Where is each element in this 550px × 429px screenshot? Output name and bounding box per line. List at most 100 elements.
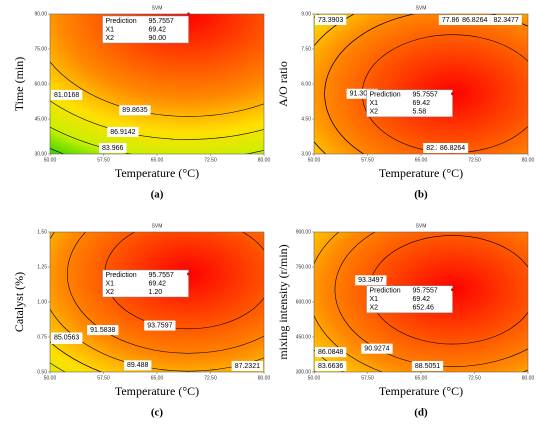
- contour-label-bg: [119, 105, 151, 116]
- contour-label-bg: [51, 90, 83, 101]
- x-axis-label: Temperature (°C): [379, 166, 463, 180]
- prediction-label: X2: [106, 289, 115, 296]
- x-tick-label: 50.00: [44, 157, 57, 163]
- prediction-label: X2: [370, 109, 379, 116]
- panel-caption: (d): [414, 407, 428, 419]
- contour-label-bg: [315, 361, 347, 371]
- prediction-box: [102, 15, 189, 44]
- chart-title: SVM: [152, 223, 163, 229]
- contour-label: 86.8264: [440, 145, 465, 152]
- contour-label-bg: [459, 15, 491, 25]
- x-tick-label: 50.00: [308, 157, 321, 163]
- prediction-label: Prediction: [106, 272, 137, 279]
- contour-label: 91.5838: [90, 327, 115, 334]
- x-tick-label: 72.50: [468, 375, 481, 381]
- prediction-value: 69.42: [149, 26, 167, 33]
- y-tick-label: 30.00: [34, 151, 47, 157]
- x-tick-label: 72.50: [204, 157, 217, 163]
- y-tick-label: 9.00: [301, 11, 311, 17]
- prediction-value: 95.7557: [149, 272, 174, 279]
- contour-label-bg: [411, 361, 444, 371]
- contour-label: 81.0168: [54, 92, 79, 99]
- x-tick-label: 80.00: [258, 157, 271, 163]
- contour-label: 82.3477: [493, 17, 518, 24]
- y-tick-label: 300.00: [296, 369, 312, 375]
- x-axis-label: Temperature (°C): [115, 166, 199, 180]
- y-tick-label: 45.00: [34, 116, 47, 122]
- prediction-label: Prediction: [370, 288, 401, 295]
- y-tick-label: 0.50: [37, 369, 47, 375]
- prediction-point: [451, 288, 455, 292]
- y-tick-label: 4.50: [301, 116, 311, 122]
- x-tick-label: 65.00: [415, 157, 428, 163]
- prediction-label: X2: [370, 305, 379, 312]
- contour-label-bg: [87, 325, 119, 336]
- prediction-value: 69.42: [149, 280, 167, 287]
- contour-label: 73.3903: [318, 17, 343, 24]
- x-tick-label: 57.50: [361, 157, 374, 163]
- contour-label: 77.869: [442, 17, 464, 24]
- contour-label: 83.966: [102, 145, 124, 152]
- y-tick-label: 600.00: [296, 299, 312, 305]
- prediction-point: [451, 92, 455, 96]
- prediction-label: Prediction: [106, 18, 137, 25]
- x-tick-label: 65.00: [415, 375, 428, 381]
- panel-caption: (c): [151, 407, 164, 419]
- contour-label-bg: [355, 275, 387, 286]
- contour-label: 90.9274: [364, 346, 389, 353]
- panel-caption: (a): [151, 189, 164, 201]
- contour-line: [50, 61, 264, 117]
- x-axis-label: Temperature (°C): [379, 384, 463, 398]
- chart-title: SVM: [416, 223, 427, 229]
- y-tick-label: 1.50: [37, 229, 47, 235]
- x-axis-label: Temperature (°C): [115, 384, 199, 398]
- prediction-label: X1: [370, 296, 379, 303]
- prediction-value: 69.42: [413, 100, 431, 107]
- contour-line: [50, 100, 264, 140]
- y-tick-label: 750.00: [296, 264, 312, 270]
- response-surface: [314, 14, 528, 154]
- contour-line: [324, 14, 528, 154]
- x-tick-label: 80.00: [522, 157, 535, 163]
- y-axis-label: A/O ratio: [276, 61, 290, 107]
- prediction-value: 90.00: [149, 35, 167, 42]
- contour-line: [67, 232, 264, 354]
- contour-label: 88.5051: [415, 363, 440, 370]
- panel-caption: (b): [414, 189, 428, 201]
- prediction-value: 95.7557: [413, 288, 438, 295]
- contour-label: 83.6636: [318, 363, 343, 370]
- contour-label: 86.9142: [110, 129, 135, 136]
- contour-label-bg: [99, 143, 127, 153]
- y-axis-label: Catalyst (%): [12, 272, 26, 332]
- contour-label: 87.2321: [235, 363, 260, 370]
- y-tick-label: 1.25: [37, 264, 47, 270]
- contour-label-bg: [315, 347, 347, 358]
- prediction-label: X1: [106, 280, 115, 287]
- x-tick-label: 57.50: [97, 375, 110, 381]
- contour-label-bg: [361, 343, 393, 354]
- x-tick-label: 50.00: [44, 375, 57, 381]
- x-tick-label: 80.00: [258, 375, 271, 381]
- y-axis-label: Time (min): [12, 57, 26, 112]
- y-tick-label: 900.00: [296, 229, 312, 235]
- prediction-box: [366, 89, 453, 118]
- prediction-label: X1: [106, 26, 115, 33]
- prediction-value: 5.58: [413, 109, 427, 116]
- contour-line: [334, 232, 528, 367]
- prediction-label: Prediction: [370, 92, 401, 99]
- x-tick-label: 80.00: [522, 375, 535, 381]
- prediction-value: 652.46: [413, 305, 435, 312]
- contour-label-bg: [231, 361, 263, 371]
- contour-label: 93.3497: [358, 277, 383, 284]
- response-surface: [50, 232, 264, 372]
- contour-label-bg: [436, 143, 469, 153]
- contour-label: 89.488: [127, 362, 149, 369]
- contour-label-bg: [315, 15, 347, 25]
- contour-label: 86.8264: [462, 17, 487, 24]
- contour-label: 86.0848: [318, 349, 343, 356]
- prediction-box: [366, 285, 453, 314]
- contour-label-bg: [124, 360, 152, 371]
- y-axis-label: mixing intensity (r/min): [276, 244, 290, 359]
- prediction-value: 1.20: [149, 289, 163, 296]
